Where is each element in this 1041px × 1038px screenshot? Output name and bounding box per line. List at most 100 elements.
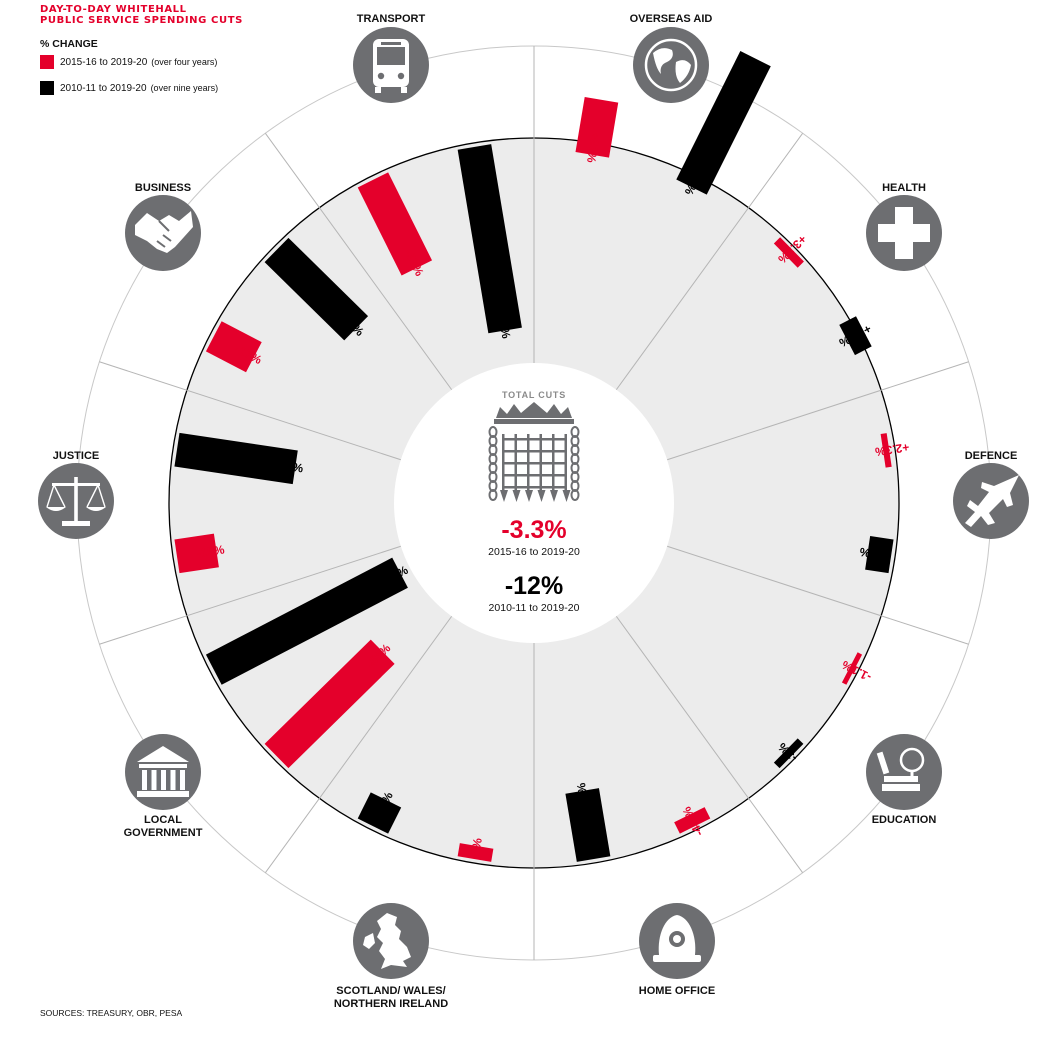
center-disc (394, 363, 674, 643)
total-nine-years-period: 2010-11 to 2019-20 (489, 602, 580, 614)
sector-label: HEALTH (882, 182, 926, 194)
sector-icon-5 (353, 903, 429, 979)
legend-note: (over four years) (151, 57, 218, 67)
total-nine-years-value: -12% (505, 572, 563, 600)
center-heading: TOTAL CUTS (502, 390, 566, 400)
legend-label: 2010-11 to 2019-20 (60, 82, 147, 94)
bar-rect (205, 321, 262, 373)
portcullis-icon (488, 402, 580, 502)
bar-four-years-2: +2.3% (874, 433, 910, 468)
legend-item-nine-years: 2010-11 to 2019-20 (over nine years) (40, 81, 218, 95)
bar-rect (174, 432, 298, 485)
bar-value-label: -15% (196, 542, 226, 560)
bar-rect (457, 144, 522, 334)
bar-four-years-9: -37% (357, 172, 433, 279)
bar-rect (205, 557, 408, 685)
bar-nine-years-2: -8.9% (858, 536, 894, 574)
town-hall-icon (137, 746, 189, 797)
title-line-2: PUBLIC SERVICE SPENDING CUTS (40, 15, 243, 26)
bar-nine-years-1: +7.1% (836, 316, 874, 356)
books-globe-icon (876, 747, 925, 791)
bar-four-years-8: -17% (205, 321, 264, 373)
bar-nine-years-6: -79% (205, 557, 411, 685)
scales-icon (46, 477, 106, 526)
sector-divider (99, 361, 402, 461)
bar-rect (880, 433, 892, 468)
bar-value-label: -45% (274, 457, 304, 475)
sector-label: NORTHERN IRELAND (334, 998, 448, 1010)
bar-nine-years-8: -42% (264, 237, 369, 341)
bar-four-years-0: +21% (575, 96, 619, 164)
bar-rect (773, 237, 804, 268)
total-four-years-value: -3.3% (501, 516, 566, 544)
sector-divider (666, 545, 969, 645)
bar-rect (174, 533, 219, 574)
bar-rect (676, 51, 771, 195)
sources-note: SOURCES: TREASURY, OBR, PESA (40, 1008, 183, 1018)
sector-divider (666, 361, 969, 461)
sector-dividers (99, 46, 969, 960)
bar-nine-years-9: -70% (457, 144, 522, 340)
chart-title: DAY-TO-DAY WHITEHALL PUBLIC SERVICE SPEN… (40, 4, 243, 26)
bar-nine-years-0: +54% (676, 51, 771, 198)
bar-rect (264, 639, 395, 769)
sector-label: SCOTLAND/ WALES/ (336, 985, 445, 997)
bar-rect (357, 792, 402, 834)
total-four-years-period: 2015-16 to 2019-20 (488, 546, 580, 558)
bus-icon (373, 39, 409, 93)
sector-label: BUSINESS (135, 182, 191, 194)
bar-four-years-5: -5% (457, 837, 494, 862)
sector-divider (264, 132, 453, 391)
bar-rect (841, 652, 863, 685)
sector-label: DEFENCE (965, 450, 1018, 462)
bar-value-label: -70% (495, 310, 513, 340)
bar-rect (264, 237, 369, 341)
sector-icon-9 (353, 27, 429, 103)
bar-nine-years-4: -26% (565, 782, 611, 862)
sector-divider (99, 545, 402, 645)
sector-icon-3 (866, 734, 942, 810)
sector-label: GOVERNMENT (124, 827, 203, 839)
bar-rect (839, 316, 872, 356)
legend-note: (over nine years) (150, 83, 219, 93)
bar-four-years-7: -15% (174, 533, 226, 574)
sector-label: EDUCATION (872, 814, 937, 826)
sector-labels: OVERSEAS AID HEALTH DEFENCE EDUCATION HOME O… (38, 13, 1029, 1010)
sector-label: LOCAL (144, 814, 182, 826)
sector-label: TRANSPORT (357, 13, 426, 25)
sector-icon-7 (38, 463, 114, 539)
bar-rect (357, 172, 433, 276)
legend-heading: % CHANGE (40, 38, 98, 50)
globe-icon (644, 38, 698, 92)
sector-divider (615, 615, 804, 874)
uk-map-icon (363, 913, 411, 969)
legend-item-four-years: 2015-16 to 2019-20 (over four years) (40, 55, 217, 69)
fighter-jet-icon (965, 475, 1019, 527)
bar-value-label: -26% (574, 782, 592, 812)
sector-label: JUSTICE (53, 450, 99, 462)
bar-value-label: -8.9% (858, 545, 891, 564)
handshake-icon (135, 211, 193, 253)
bar-rect (565, 788, 611, 862)
legend-label: 2015-16 to 2019-20 (60, 56, 148, 68)
bar-value-label: +2.3% (874, 440, 910, 459)
bar-rect (575, 96, 619, 158)
sector-divider (615, 132, 804, 391)
bar-group: +21%+54%+3.3%+7.1%+2.3%-8.9%-1.1%-3%-4.8… (174, 51, 910, 862)
sector-icon-6 (125, 734, 201, 810)
sector-label: OVERSEAS AID (630, 13, 713, 25)
title-line-1: DAY-TO-DAY WHITEHALL (40, 4, 187, 15)
bar-value-label: +21% (584, 131, 603, 164)
sector-icon-8 (125, 195, 201, 271)
police-helmet-icon (653, 915, 701, 962)
bar-rect (773, 738, 804, 769)
bar-value-label: -5% (468, 837, 485, 861)
sector-icon-1 (866, 195, 942, 271)
medical-cross-icon (878, 207, 930, 259)
bar-rect (674, 807, 711, 834)
bar-rect (865, 536, 894, 574)
sector-icon-4 (639, 903, 715, 979)
sector-icon-0 (633, 27, 709, 103)
sector-divider (264, 615, 453, 874)
